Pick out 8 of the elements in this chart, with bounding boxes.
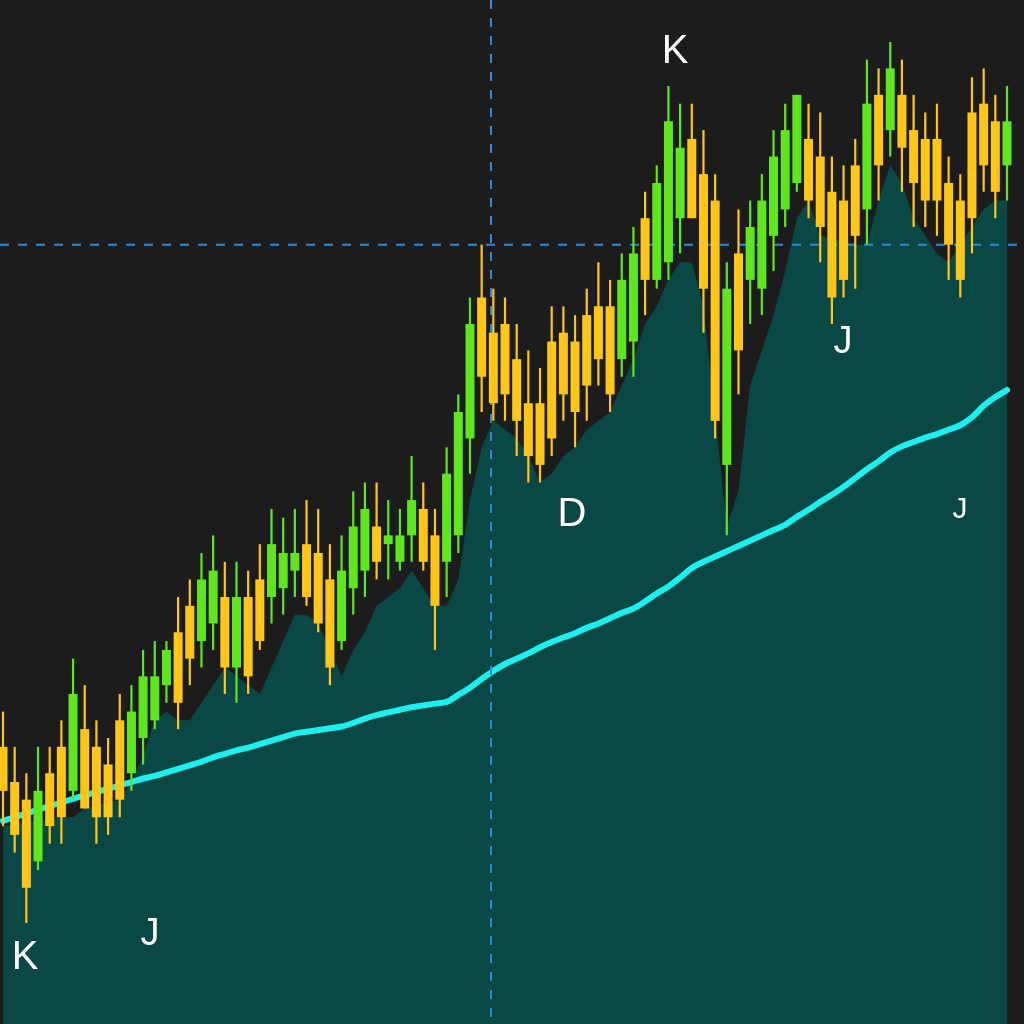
annotation: J [140, 911, 160, 954]
candlestick [290, 507, 300, 599]
annotation: D [557, 489, 587, 534]
annotation: J [833, 319, 853, 362]
annotation: J [952, 490, 968, 524]
text: K [11, 932, 39, 977]
annotation: K [661, 26, 689, 71]
candlestick [383, 499, 393, 581]
